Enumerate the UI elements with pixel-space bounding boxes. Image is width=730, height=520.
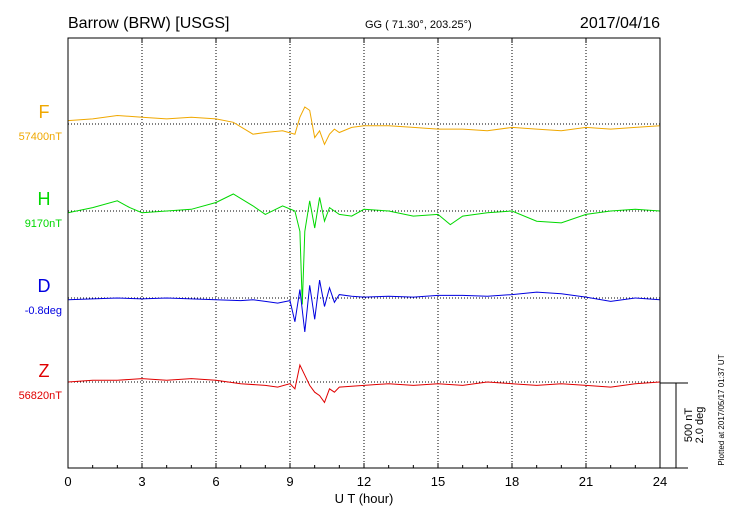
series-baseline-h: 9170nT (25, 218, 63, 230)
series-name-h: H (38, 189, 51, 209)
plot-frame (67, 37, 661, 469)
scale-bar: 500 nT 2.0 deg (660, 382, 706, 469)
component-labels: F 57400nT H 9170nT D -0.8deg Z 56820nT (19, 102, 63, 402)
chart-date: 2017/04/16 (580, 15, 660, 32)
series-name-f: F (39, 102, 50, 122)
x-tick-label: 24 (653, 474, 667, 489)
series-baseline-f: 57400nT (19, 131, 63, 143)
x-tick-label: 9 (286, 474, 293, 489)
series-traces (67, 106, 661, 404)
scale-label-deg: 2.0 deg (694, 407, 706, 444)
series-name-d: D (38, 276, 51, 296)
plotted-timestamp: Plotted at 2017/05/17 01:37 UT (717, 354, 726, 465)
station-coordinates: GG ( 71.30°, 203.25°) (365, 19, 472, 31)
chart-title: Barrow (BRW) [USGS] (68, 15, 230, 32)
series-line-h (67, 193, 661, 305)
series-baseline-d: -0.8deg (25, 305, 62, 317)
x-tick-label: 15 (431, 474, 445, 489)
series-baseline-z: 56820nT (19, 390, 63, 402)
series-line-f (67, 106, 661, 146)
series-line-d (67, 280, 661, 333)
scale-label-nt: 500 nT (683, 408, 695, 443)
gridlines (68, 38, 660, 468)
series-line-z (67, 363, 661, 404)
x-axis-label: U T (hour) (335, 491, 394, 506)
x-tick-label: 6 (212, 474, 219, 489)
x-tick-label: 3 (138, 474, 145, 489)
x-tick-label: 12 (357, 474, 371, 489)
x-tick-label: 18 (505, 474, 519, 489)
x-axis: 0 3 6 9 12 15 18 21 24 (64, 38, 667, 489)
series-name-z: Z (39, 361, 50, 381)
x-tick-label: 0 (64, 474, 71, 489)
x-tick-label: 21 (579, 474, 593, 489)
